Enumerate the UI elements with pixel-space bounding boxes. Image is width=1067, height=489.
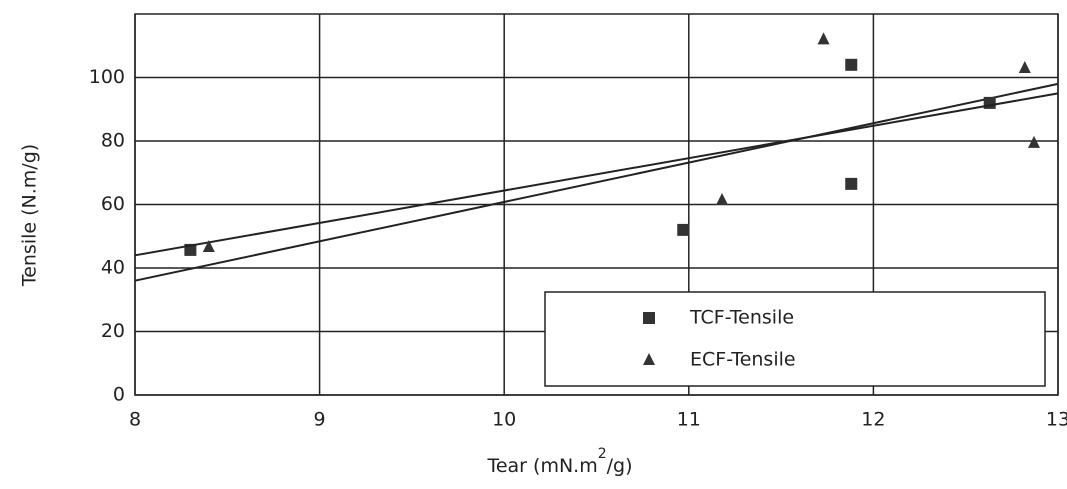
- x-tick-label: 12: [861, 409, 885, 431]
- legend-label: ECF-Tensile: [690, 349, 796, 371]
- trend-line: [134, 82, 1059, 282]
- data-point: [845, 177, 858, 190]
- legend-marker: [643, 312, 655, 324]
- x-tick-label: 13: [1046, 409, 1067, 431]
- y-axis-label: Tensile (N.m/g): [19, 144, 41, 287]
- data-point: [845, 58, 858, 71]
- y-tick-label: 40: [101, 257, 125, 279]
- legend-label: TCF-Tensile: [689, 307, 794, 329]
- x-tick-label: 9: [314, 409, 326, 431]
- x-tick-label: 10: [492, 409, 516, 431]
- y-tick-label: 0: [113, 384, 125, 406]
- y-tick-label: 20: [101, 320, 125, 342]
- x-label-suffix: /g): [607, 455, 633, 477]
- legend-marker: [643, 353, 655, 365]
- trend-line: [134, 92, 1059, 257]
- data-point: [1028, 135, 1041, 148]
- x-tick-label: 11: [677, 409, 701, 431]
- data-point: [716, 193, 729, 206]
- data-point: [1018, 60, 1031, 73]
- legend-box: [544, 291, 1046, 387]
- y-tick-label: 60: [101, 193, 125, 215]
- data-point: [817, 32, 830, 45]
- x-label-text: Tear (mN.m: [486, 455, 597, 477]
- x-tick-label: 8: [129, 409, 141, 431]
- y-tick-label: 80: [101, 130, 125, 152]
- data-point: [202, 240, 215, 253]
- data-point: [677, 223, 690, 236]
- x-axis-label: Tear (mN.m2/g): [486, 446, 632, 477]
- y-tick-label: 100: [89, 66, 125, 88]
- x-label-sup: 2: [598, 446, 607, 462]
